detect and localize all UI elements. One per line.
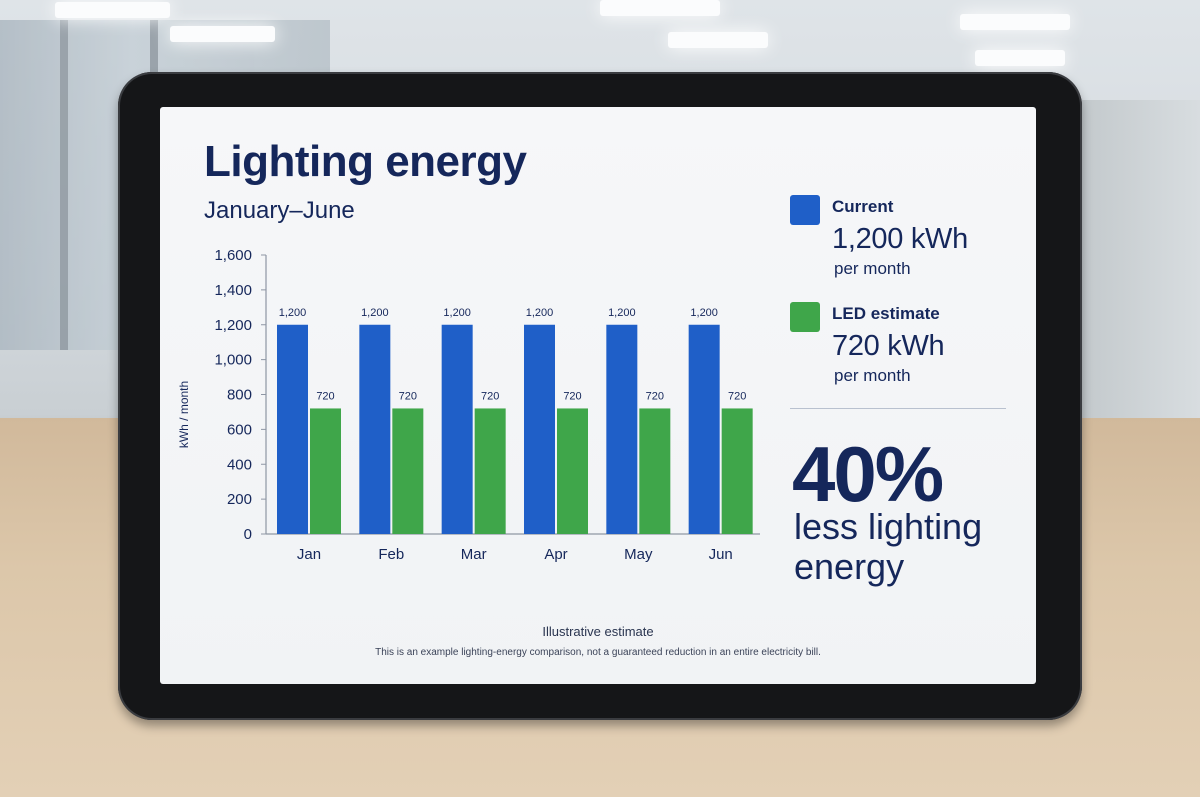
bar-current (524, 324, 555, 534)
x-tick-label: Jan (297, 546, 321, 563)
data-label: 720 (481, 390, 499, 402)
x-tick-label: Jun (709, 546, 733, 563)
bar-current (359, 324, 391, 534)
data-label: 720 (563, 390, 581, 402)
bar-current (277, 324, 308, 534)
legend-current-name: Current (832, 197, 894, 216)
office-wall (1080, 100, 1200, 420)
bar-current (688, 324, 720, 534)
bar-led (392, 408, 424, 534)
data-label: 1,200 (443, 307, 471, 319)
y-tick-label: 1,000 (214, 352, 252, 369)
ceiling-light (55, 2, 170, 18)
data-label: 1,200 (608, 307, 636, 319)
x-tick-label: May (624, 546, 653, 563)
bar-chart: 0 200 400 600 800 1,000 1,200 1,400 1,600 kWh / m… (177, 247, 760, 563)
savings-percent: 40% (792, 430, 944, 518)
data-label: 1,200 (361, 307, 389, 319)
x-tick-label: Feb (378, 546, 404, 563)
ceiling-light (600, 0, 720, 16)
data-label: 720 (646, 390, 664, 402)
bar-led (474, 408, 506, 534)
data-label: 720 (728, 390, 746, 402)
data-label: 1,200 (526, 307, 554, 319)
footer-note: This is an example lighting-energy compa… (375, 647, 821, 658)
bar-current (441, 324, 473, 534)
legend-current-value: 1,200 kWh (832, 223, 968, 255)
bar-led (310, 408, 341, 534)
savings-caption: less lighting energy (794, 506, 983, 587)
current-swatch (790, 195, 820, 225)
legend-divider (790, 408, 1006, 409)
y-tick-label: 1,200 (214, 317, 252, 334)
legend-current-unit: per month (834, 259, 911, 278)
y-tick-label: 0 (244, 526, 252, 543)
y-tick-label: 1,600 (214, 247, 252, 264)
y-tick-label: 600 (227, 421, 252, 438)
data-label: 720 (399, 390, 417, 402)
footer-title: Illustrative estimate (542, 624, 654, 639)
y-tick-label: 400 (227, 456, 252, 473)
ceiling-light (170, 26, 275, 42)
y-axis-title: kWh / month (177, 381, 191, 448)
x-tick-label: Apr (544, 546, 567, 563)
legend-led-unit: per month (834, 366, 911, 385)
page-subtitle: January–June (204, 197, 355, 224)
ceiling-light (960, 14, 1070, 30)
ceiling-light (668, 32, 768, 48)
bar-led (557, 408, 588, 534)
bar-led (639, 408, 671, 534)
y-tick-label: 200 (227, 491, 252, 508)
bar-led (721, 408, 753, 534)
legend-led-name: LED estimate (832, 304, 940, 323)
led-swatch (790, 302, 820, 332)
y-tick-label: 800 (227, 387, 252, 404)
data-label: 1,200 (279, 307, 307, 319)
bar-current (606, 324, 638, 534)
x-tick-label: Mar (461, 546, 487, 563)
tablet-screen: Lighting energy January–June 0 200 400 600 8… (160, 107, 1036, 684)
ceiling-light (975, 50, 1065, 66)
page-title: Lighting energy (204, 137, 527, 186)
legend-led-value: 720 kWh (832, 330, 945, 362)
data-label: 1,200 (690, 307, 718, 319)
y-tick-label: 1,400 (214, 282, 252, 299)
data-label: 720 (316, 390, 334, 402)
